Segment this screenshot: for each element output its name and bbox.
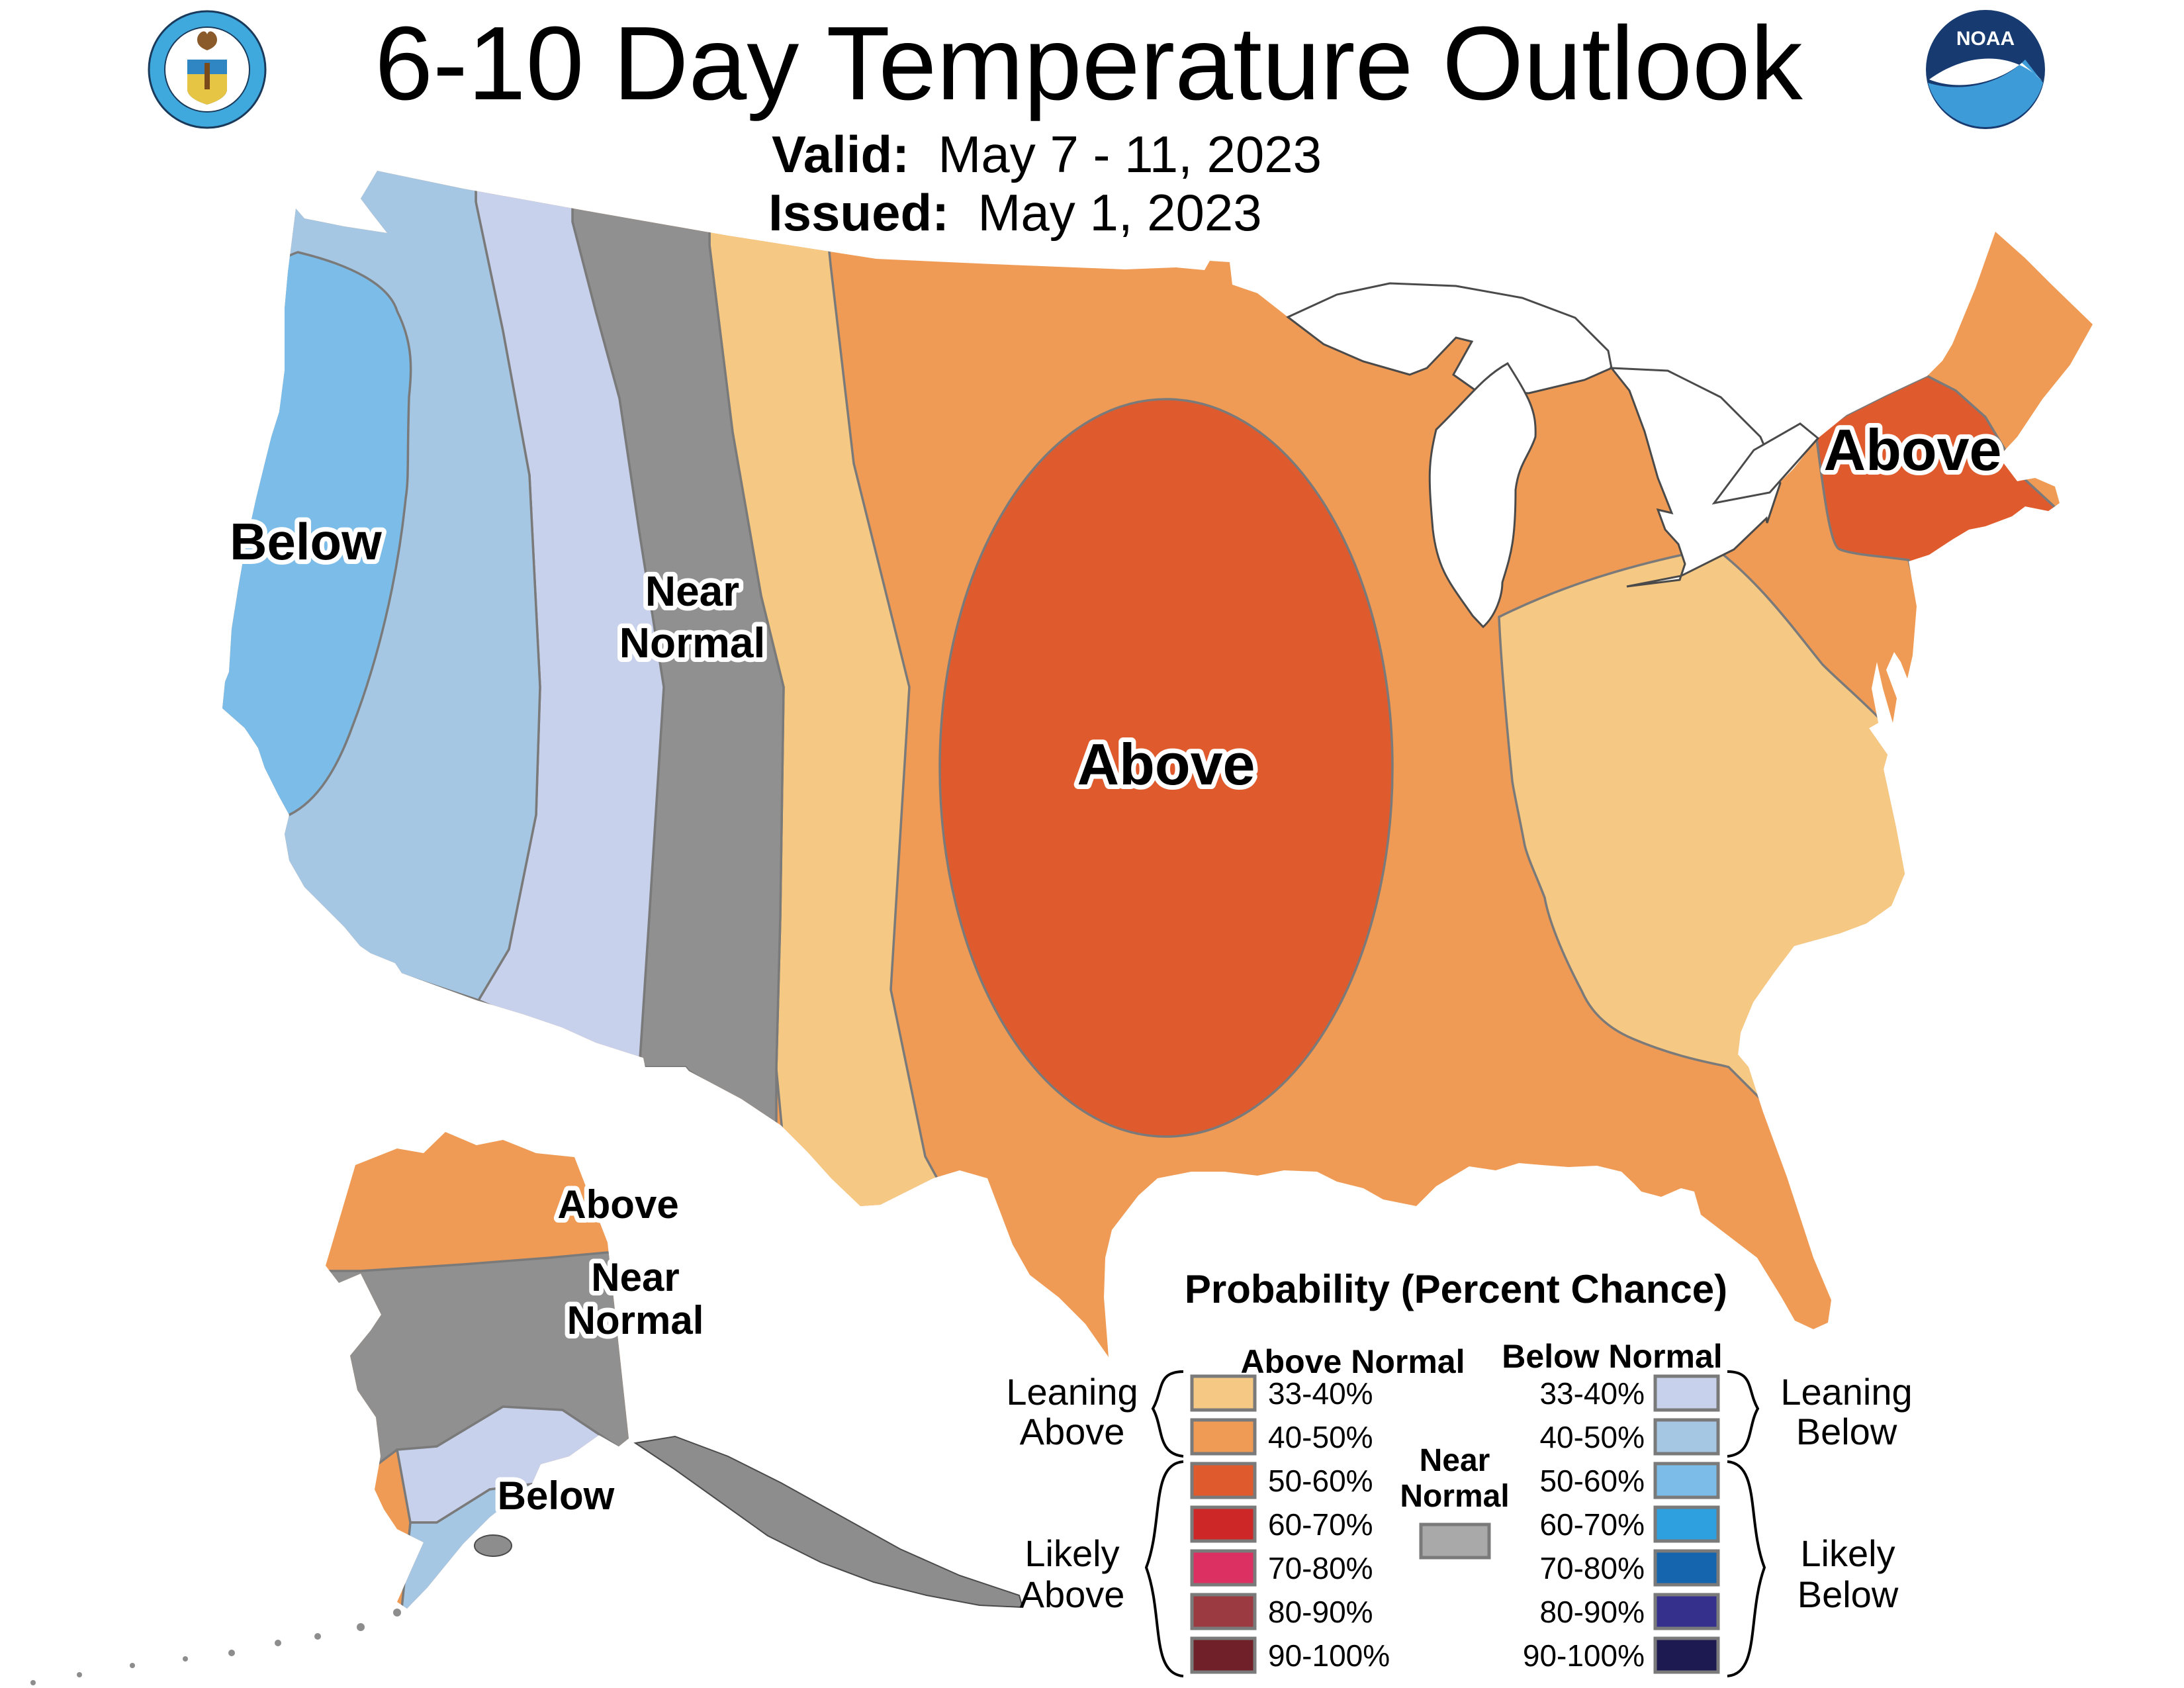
svg-text:Above Normal: Above Normal <box>1241 1343 1465 1380</box>
svg-text:90-100%: 90-100% <box>1268 1638 1390 1673</box>
svg-text:80-90%: 80-90% <box>1268 1595 1373 1629</box>
svg-text:Probability (Percent Chance): Probability (Percent Chance) <box>1185 1267 1727 1311</box>
svg-text:Near: Near <box>645 567 739 615</box>
svg-text:33-40%: 33-40% <box>1268 1376 1373 1411</box>
svg-text:80-90%: 80-90% <box>1539 1595 1645 1629</box>
svg-text:40-50%: 40-50% <box>1268 1420 1373 1454</box>
svg-text:Leaning: Leaning <box>1780 1371 1912 1413</box>
svg-text:Normal: Normal <box>619 619 766 667</box>
svg-text:40-50%: 40-50% <box>1539 1420 1645 1454</box>
svg-text:NOAA: NOAA <box>1956 28 2015 50</box>
svg-text:Below: Below <box>498 1474 615 1518</box>
svg-text:60-70%: 60-70% <box>1268 1507 1373 1542</box>
svg-text:90-100%: 90-100% <box>1523 1638 1645 1673</box>
svg-text:Above: Above <box>1020 1411 1125 1452</box>
svg-text:Below Normal: Below Normal <box>1502 1338 1722 1375</box>
svg-text:50-60%: 50-60% <box>1539 1464 1645 1498</box>
svg-text:70-80%: 70-80% <box>1268 1551 1373 1585</box>
svg-text:60-70%: 60-70% <box>1539 1507 1645 1542</box>
svg-text:Near: Near <box>1420 1443 1490 1478</box>
svg-text:Likely: Likely <box>1800 1532 1895 1574</box>
svg-text:33-40%: 33-40% <box>1539 1376 1645 1411</box>
svg-text:Below: Below <box>230 512 382 571</box>
svg-text:Above: Above <box>1020 1573 1125 1615</box>
svg-text:Valid: May 7 - 11, 2023: Valid: May 7 - 11, 2023 <box>772 125 1322 183</box>
svg-text:Normal: Normal <box>1400 1479 1509 1514</box>
svg-text:Above: Above <box>1824 417 2002 483</box>
svg-text:Above: Above <box>557 1182 678 1227</box>
svg-text:Near: Near <box>591 1255 679 1299</box>
svg-text:70-80%: 70-80% <box>1539 1551 1645 1585</box>
svg-text:6-10 Day Temperature Outlook: 6-10 Day Temperature Outlook <box>375 5 1803 122</box>
svg-text:Issued: May 1, 2023: Issued: May 1, 2023 <box>768 183 1262 242</box>
svg-text:50-60%: 50-60% <box>1268 1464 1373 1498</box>
svg-text:Below: Below <box>1797 1573 1899 1615</box>
svg-text:Normal: Normal <box>567 1298 704 1342</box>
svg-text:Leaning: Leaning <box>1006 1371 1138 1413</box>
svg-text:Above: Above <box>1077 731 1255 797</box>
svg-text:Below: Below <box>1796 1411 1897 1452</box>
svg-text:Likely: Likely <box>1024 1532 1119 1574</box>
